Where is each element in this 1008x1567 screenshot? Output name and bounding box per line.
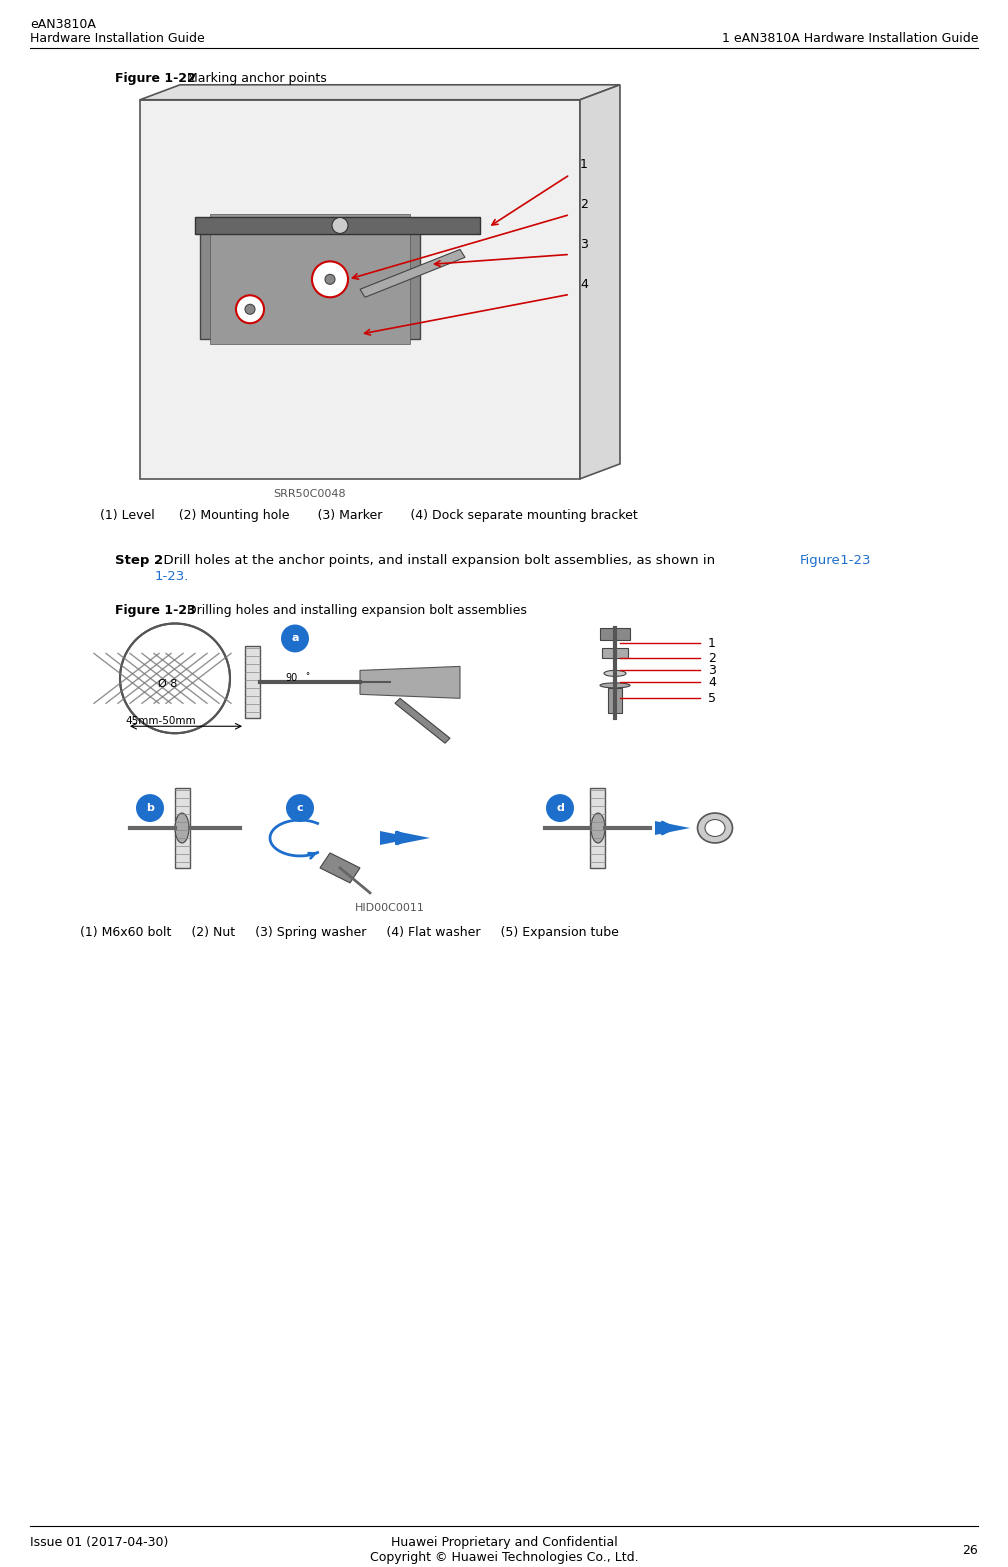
- Text: Figure 1-22: Figure 1-22: [115, 72, 196, 85]
- Text: eAN3810A: eAN3810A: [30, 17, 96, 31]
- Bar: [600, 628, 630, 641]
- Text: Figure: Figure: [800, 553, 841, 567]
- Text: Figure 1-23: Figure 1-23: [115, 603, 196, 616]
- Text: 3: 3: [708, 664, 716, 677]
- Text: b: b: [146, 802, 154, 813]
- Polygon shape: [360, 666, 460, 699]
- Circle shape: [286, 794, 314, 823]
- Circle shape: [236, 295, 264, 323]
- Text: Marking anchor points: Marking anchor points: [183, 72, 327, 85]
- Text: 2: 2: [708, 652, 716, 664]
- Text: Step 2: Step 2: [115, 553, 163, 567]
- Polygon shape: [245, 647, 260, 718]
- Bar: [608, 688, 622, 713]
- Ellipse shape: [705, 820, 725, 837]
- Polygon shape: [140, 85, 620, 100]
- Ellipse shape: [698, 813, 733, 843]
- Text: Ø 8: Ø 8: [158, 679, 177, 688]
- Polygon shape: [210, 215, 410, 345]
- Text: 4: 4: [580, 277, 588, 291]
- Text: Drilling holes and installing expansion bolt assemblies: Drilling holes and installing expansion …: [183, 603, 527, 616]
- Text: HID00C0011: HID00C0011: [355, 903, 425, 914]
- Text: 5: 5: [708, 691, 716, 705]
- Text: d: d: [556, 802, 563, 813]
- Text: 4: 4: [708, 675, 716, 689]
- Polygon shape: [320, 852, 360, 882]
- Text: 1-23.: 1-23.: [155, 570, 190, 583]
- Text: c: c: [296, 802, 303, 813]
- Circle shape: [312, 262, 348, 298]
- Polygon shape: [395, 831, 430, 845]
- Text: (1) M6x60 bolt     (2) Nut     (3) Spring washer     (4) Flat washer     (5) Exp: (1) M6x60 bolt (2) Nut (3) Spring washer…: [80, 926, 619, 939]
- Ellipse shape: [604, 671, 626, 677]
- Text: Copyright © Huawei Technologies Co., Ltd.: Copyright © Huawei Technologies Co., Ltd…: [370, 1551, 638, 1564]
- Circle shape: [546, 794, 574, 823]
- Text: 45mm-50mm: 45mm-50mm: [125, 716, 196, 726]
- Text: a: a: [291, 633, 298, 644]
- Circle shape: [332, 218, 348, 233]
- Text: 1: 1: [580, 158, 588, 171]
- Bar: [602, 649, 628, 658]
- Polygon shape: [175, 788, 190, 868]
- Polygon shape: [395, 699, 450, 743]
- Circle shape: [281, 625, 309, 652]
- Text: Huawei Proprietary and Confidential: Huawei Proprietary and Confidential: [391, 1536, 617, 1550]
- Polygon shape: [655, 821, 690, 835]
- Text: (1) Level      (2) Mounting hole       (3) Marker       (4) Dock separate mounti: (1) Level (2) Mounting hole (3) Marker (…: [100, 509, 638, 522]
- Text: SRR50C0048: SRR50C0048: [274, 489, 347, 498]
- Ellipse shape: [175, 813, 190, 843]
- Text: 1: 1: [708, 636, 716, 650]
- Polygon shape: [140, 100, 580, 480]
- Text: 3: 3: [580, 238, 588, 251]
- Polygon shape: [195, 218, 480, 235]
- Text: 2: 2: [580, 197, 588, 212]
- Circle shape: [136, 794, 164, 823]
- Text: Hardware Installation Guide: Hardware Installation Guide: [30, 31, 205, 45]
- Circle shape: [245, 304, 255, 315]
- Polygon shape: [580, 85, 620, 480]
- Ellipse shape: [600, 683, 630, 688]
- Polygon shape: [380, 831, 415, 845]
- Polygon shape: [360, 249, 465, 298]
- Polygon shape: [200, 219, 420, 338]
- Polygon shape: [590, 788, 605, 868]
- Text: 1 eAN3810A Hardware Installation Guide: 1 eAN3810A Hardware Installation Guide: [722, 31, 978, 45]
- Text: 26: 26: [963, 1545, 978, 1558]
- Text: 90: 90: [285, 674, 297, 683]
- Ellipse shape: [591, 813, 605, 843]
- Circle shape: [325, 274, 335, 284]
- Text: °: °: [305, 672, 309, 682]
- Circle shape: [120, 624, 230, 733]
- Text: 1-23: 1-23: [836, 553, 871, 567]
- Text: Drill holes at the anchor points, and install expansion bolt assemblies, as show: Drill holes at the anchor points, and in…: [155, 553, 720, 567]
- Text: Issue 01 (2017-04-30): Issue 01 (2017-04-30): [30, 1536, 168, 1550]
